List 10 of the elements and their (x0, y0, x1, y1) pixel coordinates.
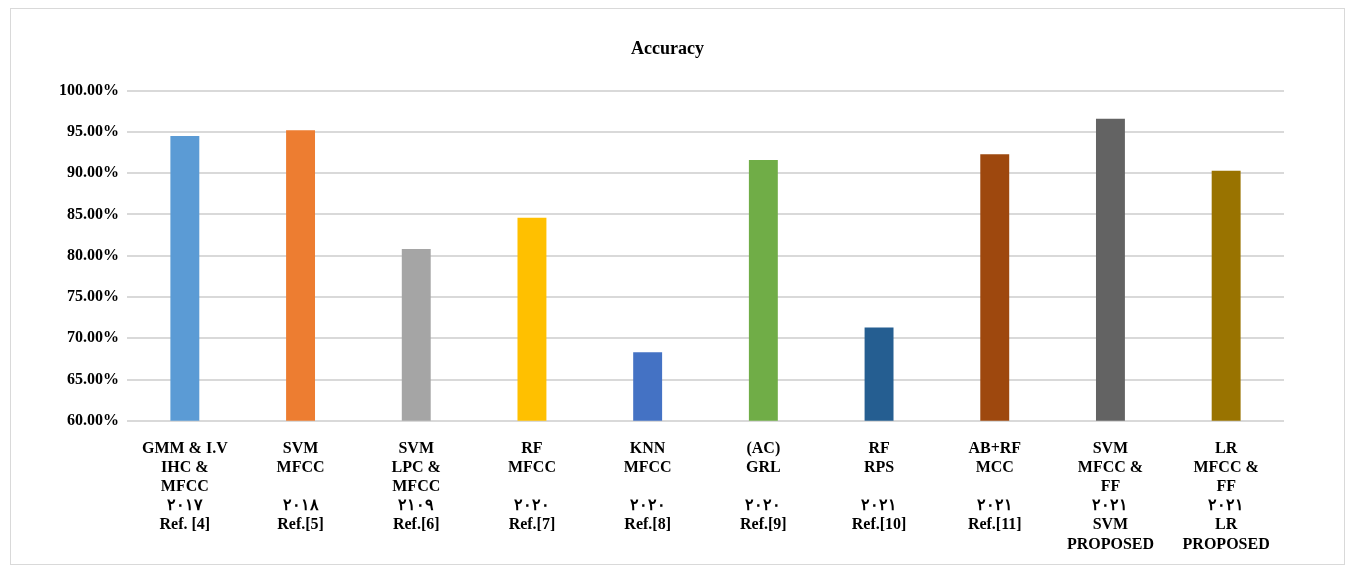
y-tick-label: 60.00% (67, 410, 119, 428)
y-tick-label: 75.00% (67, 287, 119, 305)
y-tick-label: 85.00% (67, 204, 119, 222)
y-tick-label: 80.00% (67, 245, 119, 263)
y-tick-label: 100.00% (59, 80, 119, 98)
chart-title: Accuracy (631, 38, 704, 59)
y-tick-label: 95.00% (67, 122, 119, 140)
y-tick-label: 90.00% (67, 163, 119, 181)
y-tick-label: 65.00% (67, 369, 119, 387)
y-tick-label: 70.00% (67, 328, 119, 346)
